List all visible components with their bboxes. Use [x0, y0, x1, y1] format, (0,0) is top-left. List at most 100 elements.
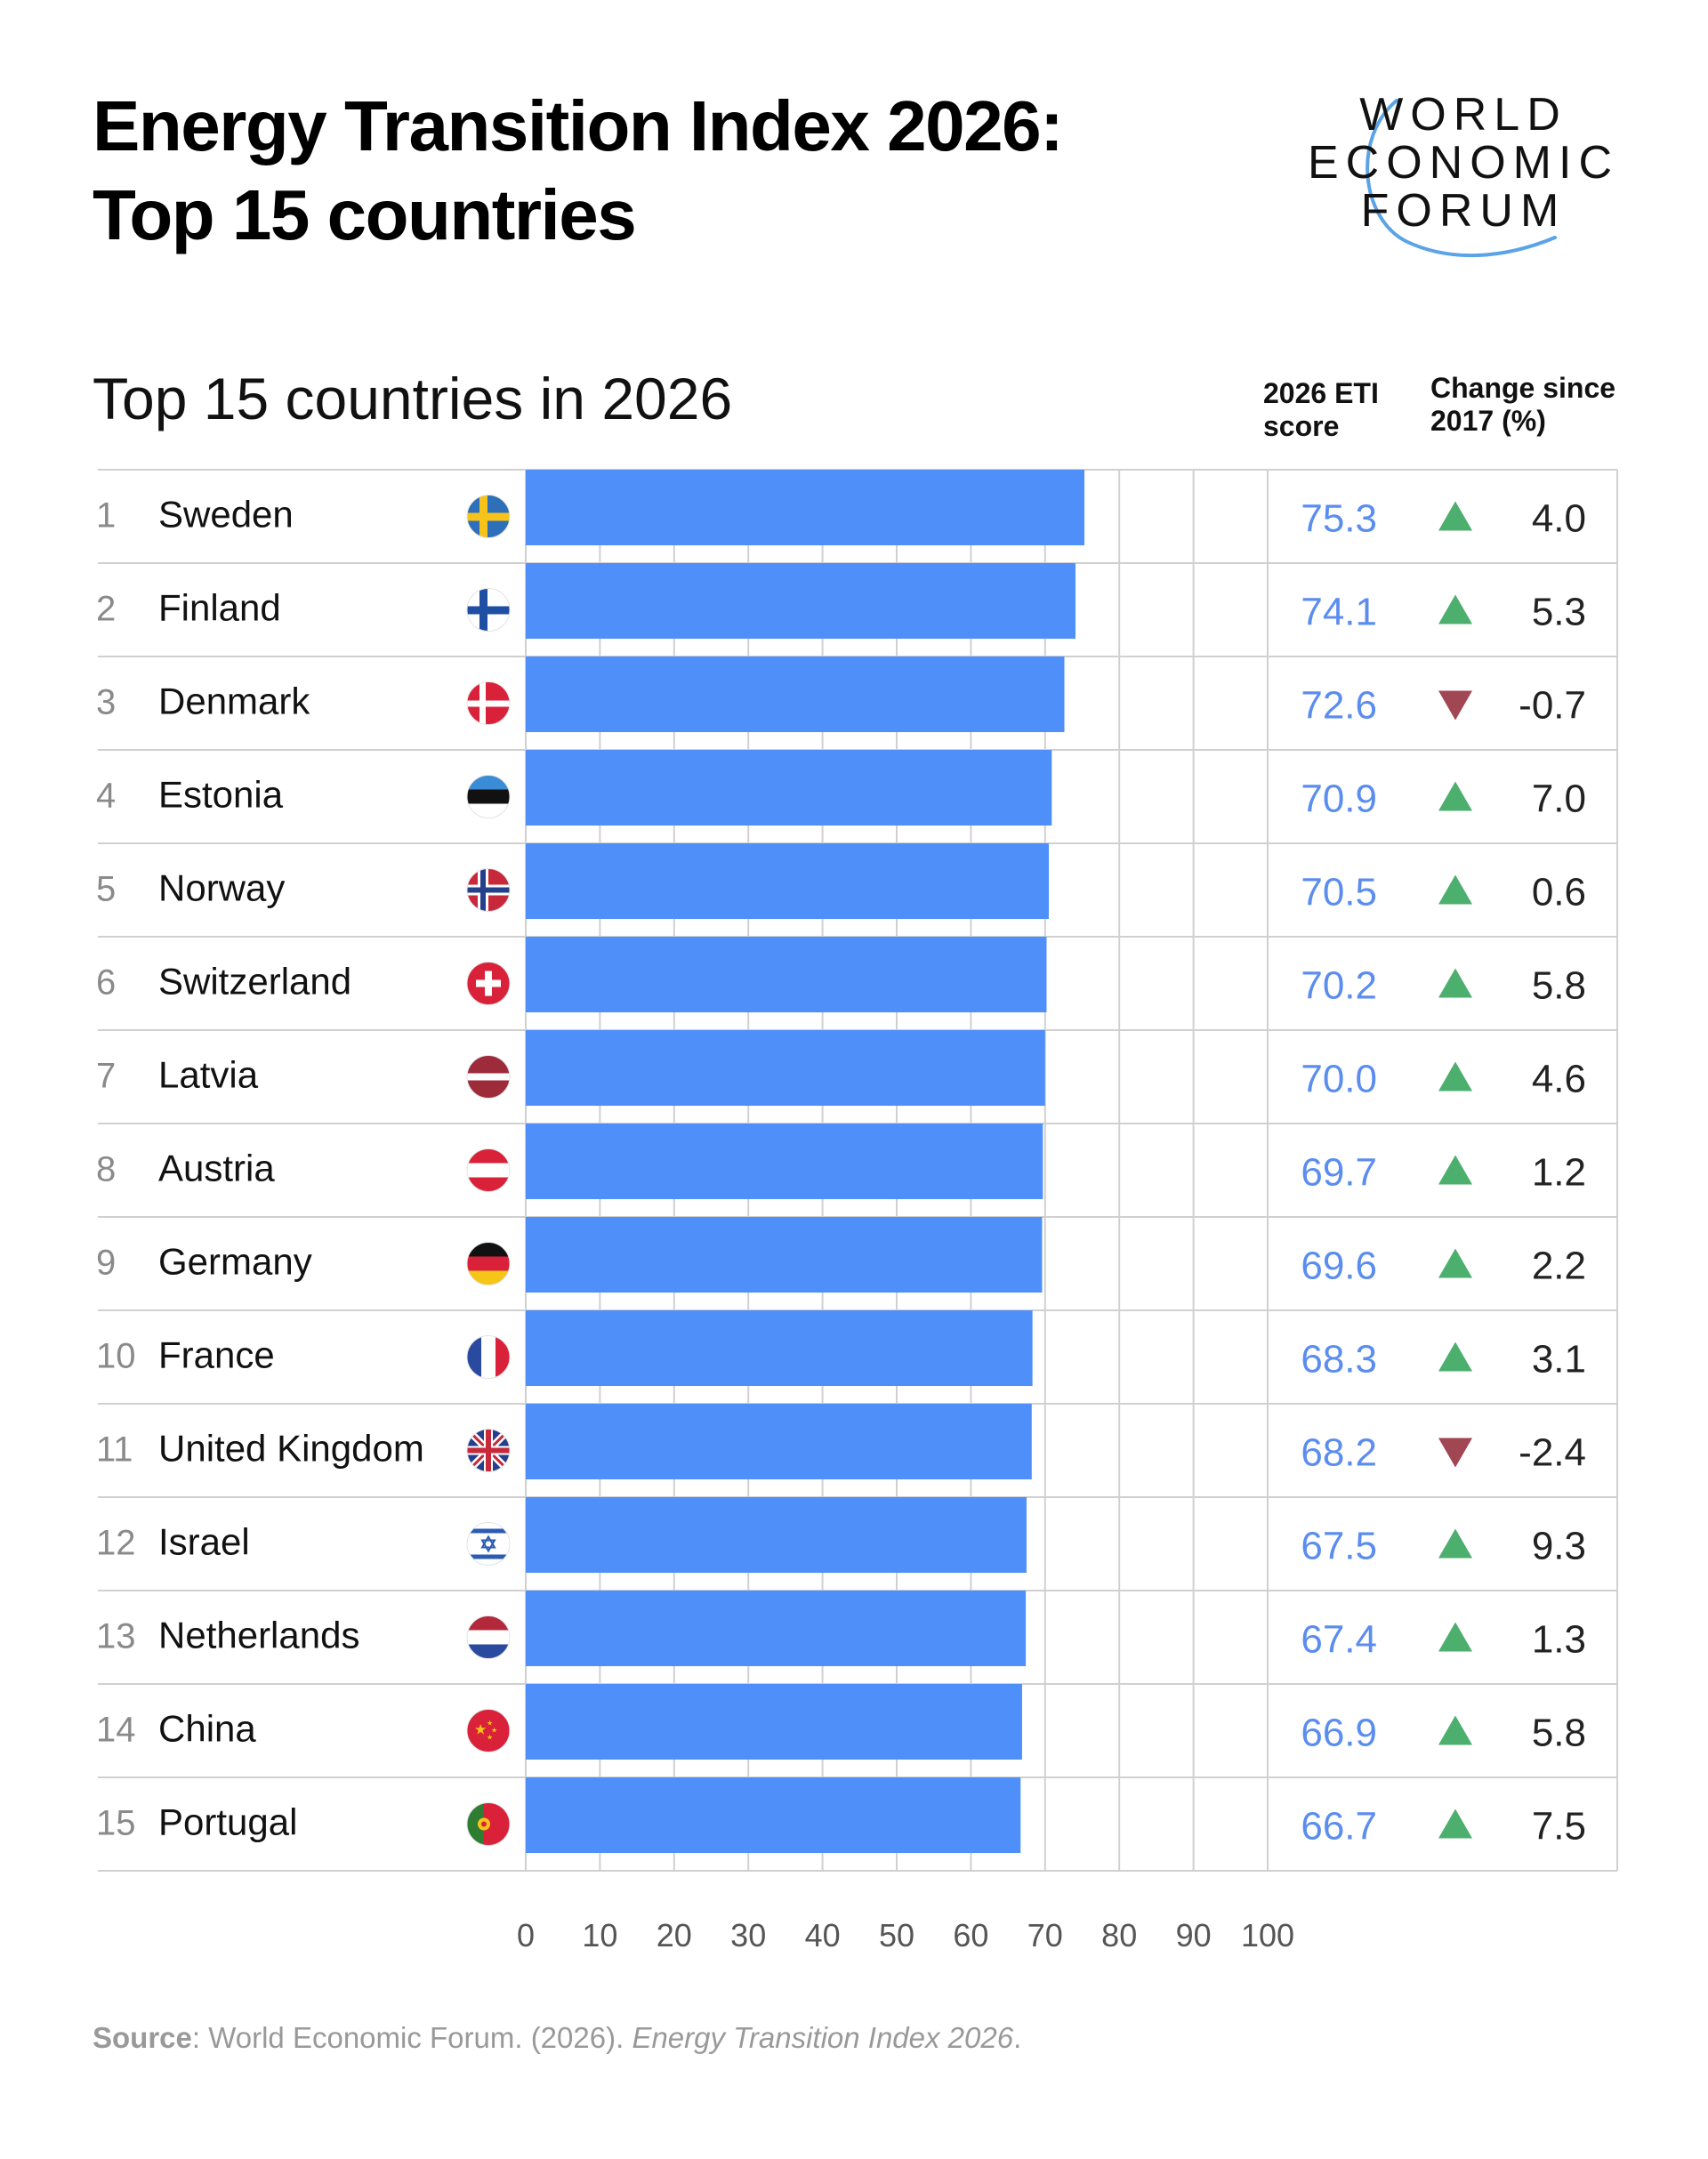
rank-label: 6 — [96, 963, 116, 1003]
latvia-flag — [466, 1055, 511, 1099]
wef-logo-word-2: ECONOMIC — [1308, 137, 1619, 189]
rank-label: 14 — [96, 1711, 136, 1750]
austria-flag — [466, 1148, 511, 1192]
wef-logo-word-3: FORUM — [1360, 185, 1567, 237]
change-label: 0.6 — [1532, 871, 1586, 914]
table-row: 1 Sweden 75.3 4.0 — [96, 470, 1617, 564]
table-row: 3 Denmark 72.6 -0.7 — [96, 657, 1617, 751]
germany-flag — [466, 1242, 511, 1285]
table-row: 13 Netherlands 67.4 1.3 — [96, 1591, 1617, 1685]
table-row: 4 Estonia 70.9 7.0 — [96, 750, 1617, 844]
bar — [526, 1404, 1032, 1479]
portugal-flag — [466, 1802, 511, 1846]
up-arrow-icon — [1438, 1715, 1472, 1745]
source-note: Source: World Economic Forum. (2026). En… — [93, 2021, 1021, 2055]
up-arrow-icon — [1438, 1061, 1472, 1092]
up-arrow-icon — [1438, 1341, 1472, 1372]
x-tick-label: 30 — [730, 1917, 766, 1954]
score-label: 75.3 — [1301, 497, 1377, 541]
table-row: 10 France 68.3 3.1 — [96, 1310, 1617, 1405]
score-label: 67.4 — [1301, 1618, 1377, 1662]
change-label: 3.1 — [1532, 1338, 1586, 1382]
country-label: Portugal — [158, 1801, 297, 1843]
bar — [526, 937, 1047, 1012]
country-label: Germany — [158, 1241, 312, 1283]
chart-title-line-2: Top 15 countries — [93, 175, 637, 254]
france-flag — [466, 1335, 511, 1379]
change-label: 2.2 — [1532, 1245, 1586, 1288]
chart-title-block: Energy Transition Index 2026: Top 15 cou… — [93, 82, 1064, 260]
up-arrow-icon — [1438, 594, 1472, 624]
source-text: : World Economic Forum. (2026). — [191, 2021, 632, 2054]
svg-text:★: ★ — [474, 1721, 487, 1738]
rank-label: 2 — [96, 590, 116, 629]
svg-text:★: ★ — [487, 1720, 493, 1728]
rank-label: 10 — [96, 1337, 136, 1376]
bar — [526, 563, 1076, 639]
score-label: 70.9 — [1301, 777, 1377, 821]
x-tick-label: 0 — [517, 1917, 535, 1954]
bar — [526, 1030, 1045, 1106]
wef-logo: WORLD ECONOMIC FORUM — [1308, 85, 1619, 271]
table-row: 12 Israel 67.5 9.3 — [96, 1497, 1617, 1591]
up-arrow-icon — [1438, 874, 1472, 905]
score-header-line-1: 2026 ETI — [1263, 377, 1379, 409]
country-label: Israel — [158, 1521, 250, 1563]
change-label: 1.3 — [1532, 1618, 1586, 1662]
down-arrow-icon — [1438, 1438, 1472, 1468]
bar — [526, 750, 1052, 826]
rank-label: 12 — [96, 1524, 136, 1563]
change-label: 1.2 — [1532, 1151, 1586, 1195]
score-label: 68.3 — [1301, 1338, 1377, 1382]
score-label: 69.7 — [1301, 1151, 1377, 1195]
israel-flag — [466, 1522, 511, 1566]
x-tick-label: 80 — [1101, 1917, 1137, 1954]
change-label: 4.0 — [1532, 497, 1586, 541]
change-column-header: Change since 2017 (%) — [1430, 372, 1615, 438]
estonia-flag — [466, 775, 511, 818]
table-row: 8 Austria 69.7 1.2 — [96, 1124, 1617, 1218]
change-label: 9.3 — [1532, 1525, 1586, 1568]
x-tick-label: 100 — [1241, 1917, 1294, 1954]
country-label: Denmark — [158, 681, 310, 722]
score-label: 66.9 — [1301, 1712, 1377, 1755]
netherlands-flag — [466, 1615, 511, 1659]
united-kingdom-flag — [466, 1429, 511, 1472]
up-arrow-icon — [1438, 1248, 1472, 1278]
table-row: 15 Portugal 66.7 7.5 — [96, 1777, 1617, 1872]
country-label: Estonia — [158, 774, 284, 816]
china-flag: ★ ★★★ — [466, 1709, 511, 1752]
rank-label: 1 — [96, 496, 116, 536]
country-label: Switzerland — [158, 961, 351, 1003]
rank-label: 7 — [96, 1057, 116, 1096]
country-label: Norway — [158, 867, 285, 909]
x-tick-label: 10 — [582, 1917, 617, 1954]
rank-label: 4 — [96, 777, 116, 816]
x-tick-label: 90 — [1176, 1917, 1212, 1954]
denmark-flag — [466, 681, 511, 725]
rank-label: 15 — [96, 1804, 136, 1843]
country-label: Sweden — [158, 494, 294, 536]
up-arrow-icon — [1438, 1155, 1472, 1185]
country-label: Netherlands — [158, 1615, 359, 1656]
norway-flag — [466, 868, 511, 912]
svg-text:★: ★ — [487, 1734, 493, 1742]
score-label: 72.6 — [1301, 684, 1377, 728]
rank-label: 11 — [96, 1430, 133, 1470]
source-title: Energy Transition Index 2026 — [632, 2021, 1014, 2054]
table-row: 7 Latvia 70.0 4.6 — [96, 1030, 1617, 1124]
score-label: 69.6 — [1301, 1245, 1377, 1288]
change-label: 5.3 — [1532, 591, 1586, 634]
score-label: 68.2 — [1301, 1431, 1377, 1475]
chart-title-line-1: Energy Transition Index 2026: — [93, 86, 1064, 165]
country-label: Finland — [158, 587, 281, 629]
change-label: 4.6 — [1532, 1058, 1586, 1101]
change-label: 7.5 — [1532, 1805, 1586, 1849]
table-row: 14 China ★ ★★★ 66.9 5.8 — [96, 1684, 1617, 1778]
table-row: 2 Finland 74.1 5.3 — [96, 563, 1617, 657]
down-arrow-icon — [1438, 690, 1472, 721]
table-row: 6 Switzerland 70.2 5.8 — [96, 937, 1617, 1031]
chart-subtitle: Top 15 countries in 2026 — [93, 366, 733, 431]
country-label: Latvia — [158, 1054, 259, 1096]
